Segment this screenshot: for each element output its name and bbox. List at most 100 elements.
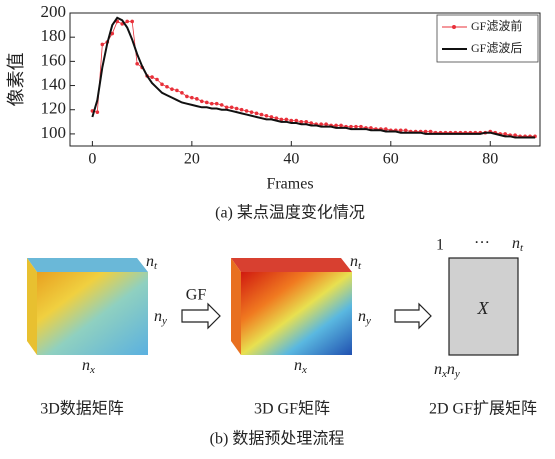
chart: 100 120 140 160 180 200 0 20 40 60 80 Frames 像素值 (a) …	[6, 2, 541, 222]
data-point	[398, 128, 403, 133]
data-point	[244, 109, 249, 113]
matrix-dots: ···	[474, 235, 490, 252]
arrow-label: GF	[186, 287, 207, 304]
dim-label: nt	[512, 235, 524, 254]
data-point	[259, 112, 264, 117]
data-point	[249, 110, 254, 114]
cube-side	[231, 258, 241, 355]
data-point	[284, 117, 289, 122]
data-point	[234, 106, 239, 111]
plot-frame	[69, 12, 541, 147]
data-point	[180, 91, 184, 95]
y-axis-label: 像素值	[6, 53, 26, 107]
data-point	[304, 120, 309, 124]
chart-caption: (a) 某点温度变化情况	[215, 204, 365, 222]
data-point	[349, 124, 353, 129]
arrow	[181, 302, 221, 330]
data-point	[274, 116, 279, 120]
data-point	[229, 105, 234, 110]
cube-label: 3D数据矩阵	[40, 400, 124, 418]
data-point	[264, 113, 269, 118]
y-tick-label: 180	[41, 26, 67, 45]
data-point	[403, 128, 408, 133]
legend-marker	[452, 25, 456, 29]
data-point	[135, 61, 139, 66]
data-point	[150, 75, 154, 79]
data-point	[299, 120, 304, 124]
matrix-symbol: X	[477, 298, 490, 318]
data-point	[334, 123, 338, 128]
data-point	[354, 124, 358, 129]
data-point	[195, 97, 199, 101]
data-point	[224, 105, 229, 110]
data-point	[384, 127, 388, 131]
data-point	[279, 117, 284, 122]
data-point	[209, 101, 214, 106]
data-point	[324, 122, 328, 127]
data-point	[269, 115, 274, 119]
arrow	[394, 302, 432, 330]
data-point	[199, 99, 204, 104]
matrix-label: 2D GF扩展矩阵	[429, 400, 537, 418]
data-point	[289, 118, 294, 123]
dim-label: nt	[146, 253, 158, 272]
data-point	[339, 123, 343, 128]
data-point	[359, 124, 363, 129]
y-tick-label: 140	[41, 74, 67, 93]
matrix-index: 1	[436, 237, 444, 254]
legend-box	[436, 14, 539, 63]
data-point	[110, 31, 115, 36]
dim-label: ny	[358, 308, 371, 327]
data-point	[170, 87, 174, 91]
legend-label: GF滤波后	[471, 41, 522, 55]
data-point	[513, 133, 517, 137]
data-point	[204, 100, 209, 105]
cube-front	[241, 272, 352, 355]
cube-front	[37, 272, 148, 355]
data-point	[319, 122, 323, 127]
data-point	[214, 101, 219, 106]
data-point	[100, 42, 105, 47]
y-tick-label: 160	[41, 50, 67, 69]
data-point	[423, 129, 428, 134]
data-point	[185, 94, 189, 99]
data-point	[294, 118, 299, 123]
series-line	[91, 16, 536, 139]
dim-label: ny	[154, 308, 167, 327]
data-point	[369, 126, 373, 130]
cube-label: 3D GF矩阵	[254, 400, 330, 418]
data-point	[130, 19, 134, 24]
cube-top	[231, 258, 352, 272]
data-point	[254, 111, 259, 116]
y-tick-label: 200	[41, 2, 67, 21]
data-point	[160, 82, 164, 87]
data-point	[428, 129, 433, 134]
dim-label: nt	[350, 253, 362, 272]
x-tick-label: 0	[88, 151, 96, 168]
x-tick-label: 80	[482, 151, 498, 168]
matrix	[448, 257, 519, 356]
data-point	[155, 77, 159, 82]
caption: (b) 数据预处理流程	[210, 430, 345, 448]
data-point	[95, 110, 100, 114]
data-point	[125, 19, 129, 24]
data-point	[239, 107, 244, 112]
dim-label: nx	[294, 357, 307, 376]
x-axis-label: Frames	[266, 176, 313, 193]
data-point	[190, 95, 194, 100]
data-point	[165, 84, 169, 89]
x-tick-label: 40	[283, 151, 299, 168]
legend-label: GF滤波前	[471, 18, 522, 33]
dim-label: nxny	[434, 361, 460, 380]
y-tick-label: 120	[41, 99, 67, 118]
data-point	[175, 88, 179, 93]
cube-top	[27, 258, 148, 272]
cube-side	[27, 258, 37, 355]
dim-label: nx	[82, 357, 95, 376]
data-point	[219, 103, 224, 107]
x-tick-label: 20	[184, 151, 200, 168]
y-tick-label: 100	[41, 123, 67, 142]
x-tick-label: 60	[383, 151, 399, 168]
data-point	[503, 132, 507, 136]
